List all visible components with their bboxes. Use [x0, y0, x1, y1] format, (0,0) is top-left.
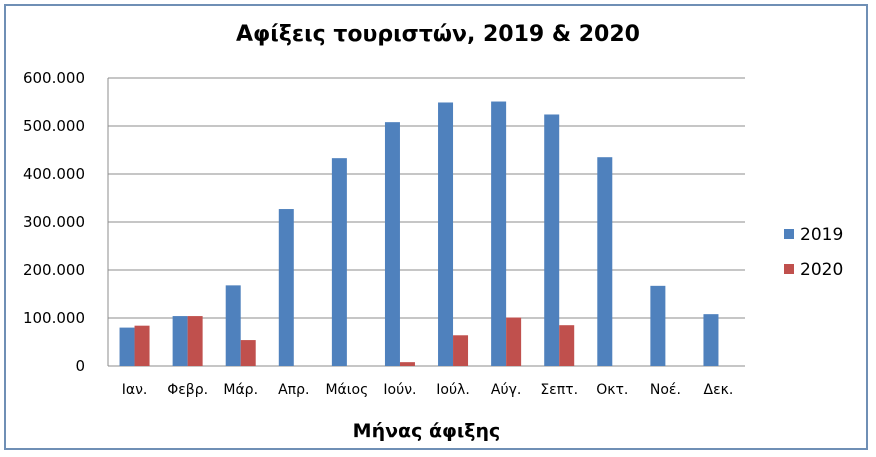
y-tick-label: 0	[75, 357, 85, 375]
bar-2020	[134, 325, 150, 366]
bar-2019	[225, 285, 241, 366]
x-tick-label: Ιούν.	[383, 382, 416, 398]
bar-2019	[438, 102, 454, 366]
bar-2020	[453, 335, 469, 366]
legend-label: 2019	[800, 225, 843, 245]
bar-2020	[506, 317, 522, 366]
y-tick-label: 400.000	[23, 165, 85, 183]
legend-swatch-2020	[784, 264, 794, 274]
bar-2019	[650, 285, 666, 366]
y-tick-label: 500.000	[23, 117, 85, 135]
x-tick-label: Νοέ.	[650, 382, 681, 398]
x-tick-label: Ιούλ.	[436, 382, 470, 398]
bar-2020	[399, 362, 415, 366]
legend-swatch-2019	[784, 229, 794, 239]
chart-title: Αφίξεις τουριστών, 2019 & 2020	[236, 22, 640, 47]
x-tick-label: Ιαν.	[122, 382, 148, 398]
bar-2019	[703, 314, 719, 366]
bar-2019	[172, 316, 188, 366]
bar-2019	[278, 209, 294, 366]
x-axis-label: Μήνας άφιξης	[352, 420, 501, 442]
bar-2019	[491, 101, 507, 367]
x-tick-label: Αύγ.	[491, 382, 521, 398]
x-tick-label: Φεβρ.	[167, 382, 208, 398]
bar-2019	[597, 157, 613, 366]
x-tick-label: Δεκ.	[704, 382, 734, 398]
x-tick-label: Μάιος	[325, 382, 368, 398]
y-tick-label: 600.000	[23, 69, 85, 87]
x-tick-label: Οκτ.	[596, 382, 628, 398]
x-tick-label: Απρ.	[278, 382, 309, 398]
bar-2019	[384, 122, 400, 366]
y-tick-label: 200.000	[23, 261, 85, 279]
bar-2020	[240, 340, 256, 366]
bar-2019	[544, 114, 560, 366]
bar-2019	[119, 327, 135, 366]
legend-label: 2020	[800, 260, 843, 280]
y-tick-label: 100.000	[23, 309, 85, 327]
y-tick-label: 300.000	[23, 213, 85, 231]
bar-2020	[187, 316, 203, 366]
bar-2020	[559, 325, 575, 366]
chart-frame	[4, 4, 868, 450]
x-tick-label: Σεπτ.	[540, 382, 578, 398]
x-tick-label: Μάρ.	[223, 382, 258, 398]
bar-2019	[331, 158, 347, 366]
